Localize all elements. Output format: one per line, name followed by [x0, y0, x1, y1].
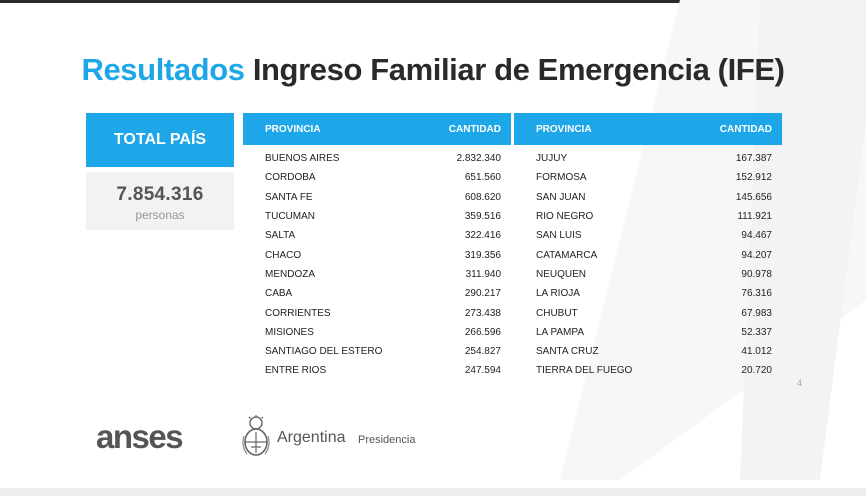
table-row: CORDOBA 651.560: [243, 168, 511, 187]
title-main: Ingreso Familiar de Emergencia (IFE): [252, 52, 785, 87]
table-row: BUENOS AIRES 2.832.340: [243, 149, 511, 168]
table-row: LA RIOJA 76.316: [514, 284, 782, 303]
table-row: TIERRA DEL FUEGO 20.720: [514, 361, 782, 380]
cantidad-cell: 322.416: [464, 230, 501, 242]
cantidad-cell: 167.387: [735, 153, 772, 165]
provincia-cell: LA RIOJA: [536, 288, 580, 300]
table-row: CABA 290.217: [243, 284, 511, 303]
table-row: CHUBUT 67.983: [514, 303, 782, 322]
cantidad-cell: 266.596: [464, 326, 501, 338]
provincia-cell: FORMOSA: [536, 172, 587, 184]
provincia-cell: SANTIAGO DEL ESTERO: [265, 346, 383, 358]
provinces-table-left: PROVINCIA CANTIDAD BUENOS AIRES 2.832.340…: [243, 113, 511, 381]
provincia-cell: MENDOZA: [265, 268, 315, 280]
provincia-cell: LA PAMPA: [536, 326, 584, 338]
column-header-provincia: PROVINCIA: [536, 123, 592, 135]
bottom-band: [0, 488, 866, 496]
provincia-cell: CHUBUT: [536, 307, 578, 319]
cantidad-cell: 145.656: [735, 191, 772, 203]
argentina-coat-of-arms-icon: [242, 415, 270, 456]
provincia-cell: SALTA: [265, 230, 296, 242]
table-row: RIO NEGRO 111.921: [514, 207, 782, 226]
cantidad-cell: 94.467: [741, 230, 772, 242]
cantidad-cell: 152.912: [735, 172, 772, 184]
provincia-cell: TUCUMAN: [265, 211, 315, 223]
provincia-cell: CATAMARCA: [536, 249, 598, 261]
table-row: ENTRE RIOS 247.594: [243, 361, 511, 380]
cantidad-cell: 273.438: [464, 307, 501, 319]
provincia-cell: CORRIENTES: [265, 307, 331, 319]
table-body: JUJUY 167.387 FORMOSA 152.912 SAN JUAN 145.65…: [514, 145, 782, 381]
table-row: TUCUMAN 359.516: [243, 207, 511, 226]
title-accent: Resultados: [81, 52, 245, 87]
provincia-cell: NEUQUEN: [536, 268, 587, 280]
cantidad-cell: 290.217: [464, 288, 501, 300]
cantidad-cell: 41.012: [741, 346, 772, 358]
cantidad-cell: 76.316: [741, 288, 772, 300]
provincia-cell: BUENOS AIRES: [265, 153, 340, 165]
cantidad-cell: 20.720: [741, 365, 772, 377]
page-number: 4: [797, 378, 803, 388]
top-border: [0, 0, 866, 3]
table-row: SALTA 322.416: [243, 226, 511, 245]
provincia-cell: SANTA CRUZ: [536, 346, 599, 358]
table-row: CHACO 319.356: [243, 245, 511, 264]
provincia-cell: CORDOBA: [265, 172, 316, 184]
provincia-cell: MISIONES: [265, 326, 314, 338]
cantidad-cell: 2.832.340: [456, 153, 502, 165]
anses-logo: anses: [96, 418, 184, 455]
provincia-cell: TIERRA DEL FUEGO: [536, 365, 633, 377]
table-header: PROVINCIA CANTIDAD: [243, 113, 511, 145]
table-row: SANTA CRUZ 41.012: [514, 342, 782, 361]
cantidad-cell: 651.560: [464, 172, 501, 184]
table-row: FORMOSA 152.912: [514, 168, 782, 187]
cantidad-cell: 90.978: [741, 268, 772, 280]
provincia-cell: CHACO: [265, 249, 302, 261]
total-pais-header: TOTAL PAÍS: [86, 113, 234, 167]
table-header: PROVINCIA CANTIDAD: [514, 113, 782, 145]
table-row: SAN JUAN 145.656: [514, 188, 782, 207]
page-title: Resultados Ingreso Familiar de Emergenci…: [0, 52, 866, 88]
table-row: SANTA FE 608.620: [243, 188, 511, 207]
column-header-provincia: PROVINCIA: [265, 123, 321, 135]
table-row: CORRIENTES 273.438: [243, 303, 511, 322]
cantidad-cell: 311.940: [465, 268, 501, 280]
provincia-cell: SAN LUIS: [536, 230, 582, 242]
table-row: JUJUY 167.387: [514, 149, 782, 168]
cantidad-cell: 254.827: [464, 346, 501, 358]
total-unit: personas: [135, 208, 185, 222]
cantidad-cell: 111.921: [737, 211, 772, 223]
provincia-cell: SANTA FE: [265, 191, 313, 203]
table-row: MISIONES 266.596: [243, 323, 511, 342]
column-header-cantidad: CANTIDAD: [448, 123, 501, 135]
provincia-cell: SAN JUAN: [536, 191, 586, 203]
cantidad-cell: 608.620: [464, 191, 501, 203]
cantidad-cell: 94.207: [741, 249, 772, 261]
column-header-cantidad: CANTIDAD: [719, 123, 772, 135]
provincia-cell: JUJUY: [536, 153, 568, 165]
total-pais-box: 7.854.316 personas: [86, 172, 234, 230]
table-row: LA PAMPA 52.337: [514, 323, 782, 342]
provincia-cell: CABA: [265, 288, 293, 300]
cantidad-cell: 52.337: [741, 326, 772, 338]
cantidad-cell: 359.516: [464, 211, 501, 223]
table-body: BUENOS AIRES 2.832.340 CORDOBA 651.560 SANTA…: [243, 145, 511, 381]
table-row: SAN LUIS 94.467: [514, 226, 782, 245]
table-row: MENDOZA 311.940: [243, 265, 511, 284]
presidencia-logo-text: Presidencia: [358, 434, 416, 446]
provinces-table-right: PROVINCIA CANTIDAD JUJUY 167.387 FORMOSA 15…: [514, 113, 782, 381]
table-row: CATAMARCA 94.207: [514, 245, 782, 264]
cantidad-cell: 247.594: [464, 365, 501, 377]
provincia-cell: ENTRE RIOS: [265, 365, 327, 377]
total-value: 7.854.316: [116, 184, 204, 205]
cantidad-cell: 319.356: [464, 249, 501, 261]
argentina-logo-text: Argentina: [277, 429, 346, 446]
table-row: NEUQUEN 90.978: [514, 265, 782, 284]
table-row: SANTIAGO DEL ESTERO 254.827: [243, 342, 511, 361]
provincia-cell: RIO NEGRO: [536, 211, 594, 223]
cantidad-cell: 67.983: [741, 307, 772, 319]
